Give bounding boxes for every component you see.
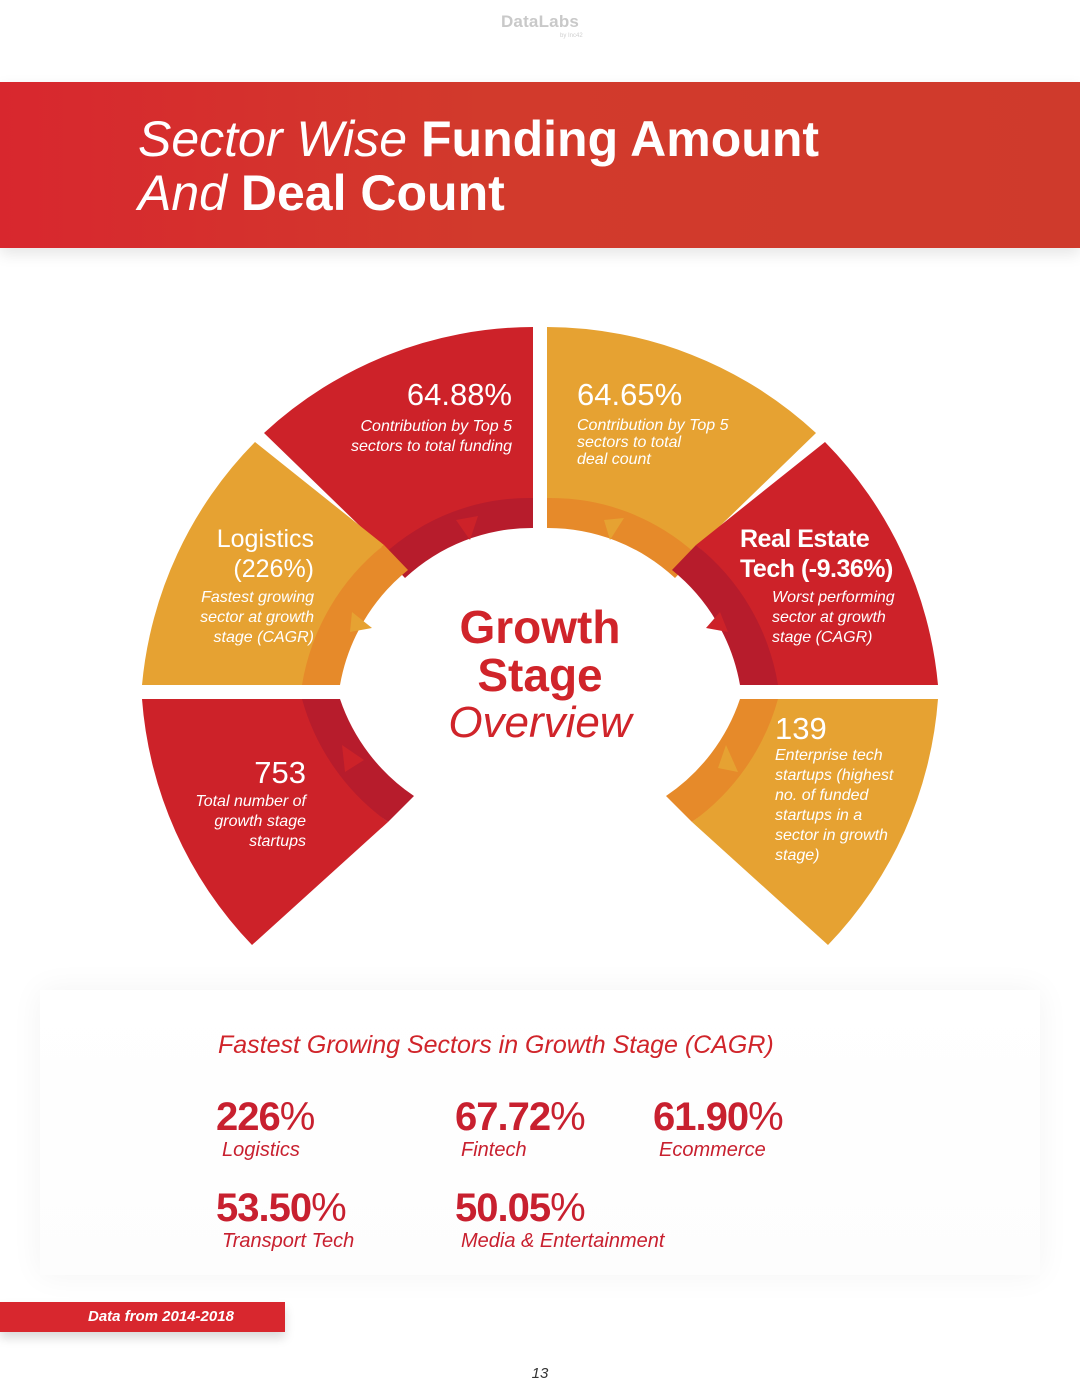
brand-subtitle: by Inc42 (560, 33, 583, 39)
center-title: Growth Stage Overview (400, 603, 680, 747)
realestate-name-1: Real Estate (740, 525, 870, 553)
realestate-desc-3: stage (CAGR) (772, 629, 873, 646)
funding-desc-2: sectors to total funding (351, 438, 512, 455)
enterprise-desc-2: startups (highest (775, 767, 894, 784)
title-bold-2: Deal Count (240, 165, 505, 221)
logistics-desc-2: sector at growth (200, 609, 314, 626)
funding-desc-1: Contribution by Top 5 (360, 418, 512, 435)
stat-fintech: 67.72% Fintech (455, 1095, 586, 1162)
title-bold-1: Funding Amount (420, 111, 820, 167)
stat-label: Ecommerce (659, 1139, 766, 1161)
ring-deals (547, 497, 697, 578)
notch-logistics (350, 612, 372, 632)
logistics-value: (226%) (233, 555, 314, 583)
center-line-1: Growth (459, 601, 621, 653)
stat-value: 67.72 (455, 1095, 551, 1139)
enterprise-text: 139 Enterprise tech startups (highest no… (775, 712, 925, 866)
enterprise-desc-3: no. of funded (775, 787, 869, 804)
segment-funding (264, 327, 533, 559)
startups-desc-1: Total number of (195, 793, 306, 810)
growth-wheel (142, 327, 938, 945)
notch-realestate (706, 612, 728, 632)
segment-startups (142, 699, 388, 945)
realestate-text: Real Estate Tech (-9.36%) Worst performi… (740, 524, 920, 648)
stat-unit: % (311, 1186, 347, 1230)
stat-value: 53.50 (216, 1186, 312, 1230)
startups-desc-2: growth stage (214, 813, 306, 830)
stat-value: 226 (216, 1095, 281, 1139)
stat-logistics: 226% Logistics (216, 1095, 316, 1162)
data-source-note: Data from 2014-2018 (88, 1308, 234, 1325)
center-line-2: Stage (477, 649, 603, 701)
funding-value: 64.88% (406, 377, 512, 412)
stat-value: 50.05 (455, 1186, 551, 1230)
center-line-3: Overview (448, 698, 632, 747)
deals-text: 64.65% Contribution by Top 5 sectors to … (577, 377, 797, 469)
deals-desc-2: sectors to total (577, 434, 682, 451)
stat-ecommerce: 61.90% Ecommerce (653, 1095, 784, 1162)
startups-value: 753 (254, 755, 306, 790)
brand-logo: DataLabs (500, 12, 580, 31)
title-light-2: And (138, 165, 227, 221)
data-source-bar: Data from 2014-2018 (0, 1302, 285, 1332)
stat-label: Media & Entertainment (461, 1230, 665, 1252)
stats-panel (40, 990, 1040, 1275)
logistics-desc-3: stage (CAGR) (213, 629, 314, 646)
enterprise-value: 139 (775, 711, 827, 746)
funding-text: 64.88% Contribution by Top 5 sectors to … (300, 378, 512, 457)
enterprise-desc-1: Enterprise tech (775, 747, 883, 764)
stat-unit: % (550, 1186, 586, 1230)
logistics-name: Logistics (216, 525, 314, 553)
deals-desc-3: deal count (577, 451, 651, 468)
stat-transport-tech: 53.50% Transport Tech (216, 1187, 354, 1253)
page-number: 13 (531, 1365, 549, 1382)
notch-funding (456, 516, 478, 540)
notch-deals (604, 518, 624, 540)
deals-value: 64.65% (577, 377, 683, 412)
stat-unit: % (279, 1095, 316, 1139)
stat-value: 61.90 (653, 1095, 749, 1139)
deals-desc-1: Contribution by Top 5 (577, 417, 729, 434)
logistics-desc-1: Fastest growing (201, 589, 314, 606)
notch-startups (342, 745, 364, 772)
startups-desc-3: startups (249, 833, 306, 850)
realestate-desc-2: sector at growth (772, 609, 886, 626)
segment-deals (547, 327, 816, 559)
logistics-text: Logistics (226%) Fastest growing sector … (162, 524, 314, 648)
stat-unit: % (550, 1095, 586, 1139)
ring-funding (383, 497, 533, 578)
enterprise-desc-6: stage) (775, 847, 820, 864)
stat-unit: % (748, 1095, 784, 1139)
stat-label: Logistics (222, 1139, 300, 1161)
realestate-desc-1: Worst performing (772, 589, 895, 606)
title-light-1: Sector Wise (138, 111, 408, 167)
title-banner (0, 82, 1080, 248)
segment-enterprise (692, 699, 938, 945)
page-title: Sector Wise Funding Amount And Deal Coun… (138, 112, 819, 220)
stat-label: Transport Tech (222, 1230, 355, 1252)
startups-text: 753 Total number of growth stage startup… (170, 756, 306, 852)
stat-media: 50.05% Media & Entertainment (455, 1187, 664, 1253)
realestate-name-2: Tech (-9.36%) (740, 555, 893, 583)
notch-enterprise (718, 745, 738, 772)
stat-label: Fintech (461, 1139, 527, 1161)
enterprise-desc-4: startups in a (775, 807, 863, 824)
enterprise-desc-5: sector in growth (775, 827, 888, 844)
fastest-title: Fastest Growing Sectors in Growth Stage … (218, 1031, 774, 1059)
ring-realestate (672, 545, 778, 685)
